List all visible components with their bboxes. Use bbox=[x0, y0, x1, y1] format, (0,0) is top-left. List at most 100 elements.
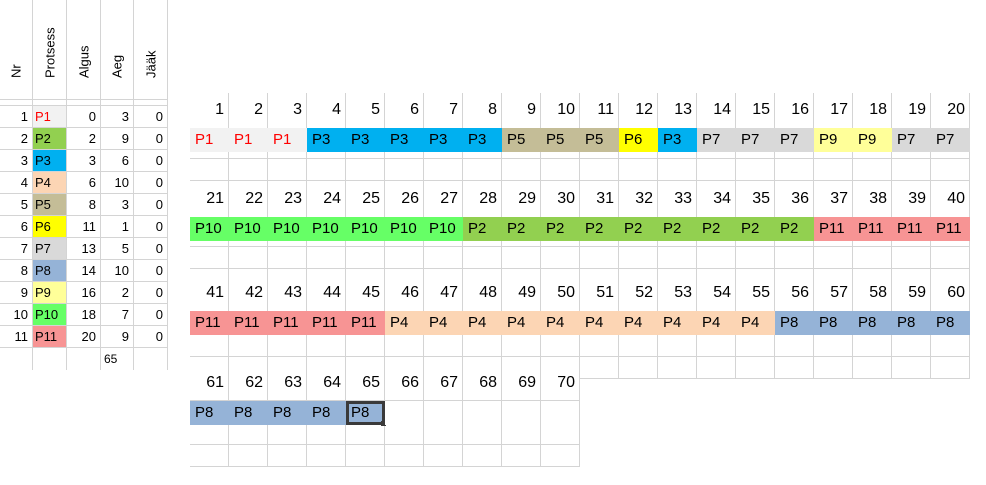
grid-cell[interactable] bbox=[736, 247, 775, 269]
time-slot-process[interactable]: P7 bbox=[892, 128, 931, 152]
grid-cell[interactable] bbox=[307, 159, 346, 181]
grid-cell[interactable] bbox=[658, 357, 697, 379]
grid-cell[interactable] bbox=[463, 159, 502, 181]
grid-cell[interactable] bbox=[619, 247, 658, 269]
time-slot-process[interactable]: P10 bbox=[307, 217, 346, 241]
grid-cell[interactable] bbox=[541, 335, 580, 357]
remaining[interactable]: 0 bbox=[134, 304, 168, 326]
time-slot-process[interactable]: P11 bbox=[853, 217, 892, 241]
grid-cell[interactable] bbox=[658, 335, 697, 357]
start-time[interactable]: 20 bbox=[67, 326, 101, 348]
time-slot-process[interactable] bbox=[541, 401, 580, 425]
grid-cell[interactable] bbox=[775, 357, 814, 379]
process-name[interactable]: P8 bbox=[33, 260, 67, 282]
start-time[interactable]: 16 bbox=[67, 282, 101, 304]
time-slot-process[interactable]: P11 bbox=[229, 311, 268, 335]
process-name[interactable]: P2 bbox=[33, 128, 67, 150]
start-time[interactable]: 14 bbox=[67, 260, 101, 282]
process-name[interactable]: P4 bbox=[33, 172, 67, 194]
grid-cell[interactable] bbox=[385, 159, 424, 181]
time-slot-process[interactable]: P8 bbox=[268, 401, 307, 425]
grid-cell[interactable] bbox=[463, 423, 502, 445]
time-slot-process[interactable]: P2 bbox=[541, 217, 580, 241]
row-number[interactable]: 8 bbox=[0, 260, 33, 282]
grid-cell[interactable] bbox=[892, 247, 931, 269]
grid-cell[interactable] bbox=[346, 335, 385, 357]
duration[interactable]: 3 bbox=[101, 194, 134, 216]
duration[interactable]: 7 bbox=[101, 304, 134, 326]
remaining[interactable]: 0 bbox=[134, 194, 168, 216]
duration[interactable]: 9 bbox=[101, 128, 134, 150]
time-slot-process[interactable]: P5 bbox=[580, 128, 619, 152]
time-slot-process[interactable]: P4 bbox=[658, 311, 697, 335]
remaining[interactable]: 0 bbox=[134, 106, 168, 128]
grid-cell[interactable] bbox=[892, 159, 931, 181]
grid-cell[interactable] bbox=[190, 423, 229, 445]
start-time[interactable]: 13 bbox=[67, 238, 101, 260]
grid-cell[interactable] bbox=[736, 159, 775, 181]
start-time[interactable]: 6 bbox=[67, 172, 101, 194]
time-slot-process[interactable]: P7 bbox=[775, 128, 814, 152]
time-slot-process[interactable]: P7 bbox=[697, 128, 736, 152]
grid-cell[interactable] bbox=[619, 357, 658, 379]
grid-cell[interactable] bbox=[424, 159, 463, 181]
grid-cell[interactable] bbox=[424, 335, 463, 357]
start-time[interactable]: 18 bbox=[67, 304, 101, 326]
grid-cell[interactable] bbox=[814, 247, 853, 269]
grid-cell[interactable] bbox=[229, 335, 268, 357]
time-slot-process[interactable]: P4 bbox=[463, 311, 502, 335]
time-slot-process[interactable]: P10 bbox=[229, 217, 268, 241]
time-slot-process[interactable]: P6 bbox=[619, 128, 658, 152]
time-slot-process[interactable]: P1 bbox=[268, 128, 307, 152]
grid-cell[interactable] bbox=[736, 357, 775, 379]
time-slot-process[interactable]: P8 bbox=[814, 311, 853, 335]
grid-cell[interactable] bbox=[385, 335, 424, 357]
grid-cell[interactable] bbox=[697, 159, 736, 181]
process-name[interactable]: P1 bbox=[33, 106, 67, 128]
time-slot-process[interactable]: P2 bbox=[580, 217, 619, 241]
time-slot-process[interactable]: P4 bbox=[619, 311, 658, 335]
grid-cell[interactable] bbox=[346, 247, 385, 269]
duration[interactable]: 6 bbox=[101, 150, 134, 172]
duration[interactable]: 3 bbox=[101, 106, 134, 128]
grid-cell[interactable] bbox=[580, 247, 619, 269]
grid-cell[interactable] bbox=[229, 423, 268, 445]
grid-cell[interactable] bbox=[931, 159, 970, 181]
process-name[interactable]: P3 bbox=[33, 150, 67, 172]
start-time[interactable]: 8 bbox=[67, 194, 101, 216]
remaining[interactable]: 0 bbox=[134, 150, 168, 172]
grid-cell[interactable] bbox=[658, 247, 697, 269]
row-number[interactable]: 1 bbox=[0, 106, 33, 128]
grid-cell[interactable] bbox=[424, 247, 463, 269]
header-aeg[interactable]: Aeg bbox=[101, 0, 134, 100]
time-slot-process[interactable]: P2 bbox=[619, 217, 658, 241]
duration[interactable]: 10 bbox=[101, 260, 134, 282]
grid-cell[interactable] bbox=[385, 445, 424, 467]
row-number[interactable]: 3 bbox=[0, 150, 33, 172]
grid-cell[interactable] bbox=[931, 335, 970, 357]
process-name[interactable]: P10 bbox=[33, 304, 67, 326]
row-number[interactable]: 2 bbox=[0, 128, 33, 150]
grid-cell[interactable] bbox=[502, 159, 541, 181]
time-slot-process[interactable]: P8 bbox=[892, 311, 931, 335]
grid-cell[interactable] bbox=[424, 423, 463, 445]
grid-cell[interactable] bbox=[463, 335, 502, 357]
grid-cell[interactable] bbox=[853, 357, 892, 379]
grid-cell[interactable] bbox=[229, 159, 268, 181]
time-slot-process[interactable]: P3 bbox=[463, 128, 502, 152]
selected-cell[interactable]: P8 bbox=[346, 401, 385, 425]
time-slot-process[interactable]: P11 bbox=[892, 217, 931, 241]
time-slot-process[interactable]: P4 bbox=[580, 311, 619, 335]
grid-cell[interactable] bbox=[502, 423, 541, 445]
header-algus[interactable]: Algus bbox=[67, 0, 101, 100]
time-slot-process[interactable]: P7 bbox=[931, 128, 970, 152]
grid-cell[interactable] bbox=[541, 423, 580, 445]
start-time[interactable]: 3 bbox=[67, 150, 101, 172]
grid-cell[interactable] bbox=[580, 159, 619, 181]
grid-cell[interactable] bbox=[853, 159, 892, 181]
grid-cell[interactable] bbox=[541, 445, 580, 467]
time-slot-process[interactable]: P4 bbox=[502, 311, 541, 335]
remaining[interactable]: 0 bbox=[134, 326, 168, 348]
grid-cell[interactable] bbox=[892, 335, 931, 357]
grid-cell[interactable] bbox=[697, 335, 736, 357]
